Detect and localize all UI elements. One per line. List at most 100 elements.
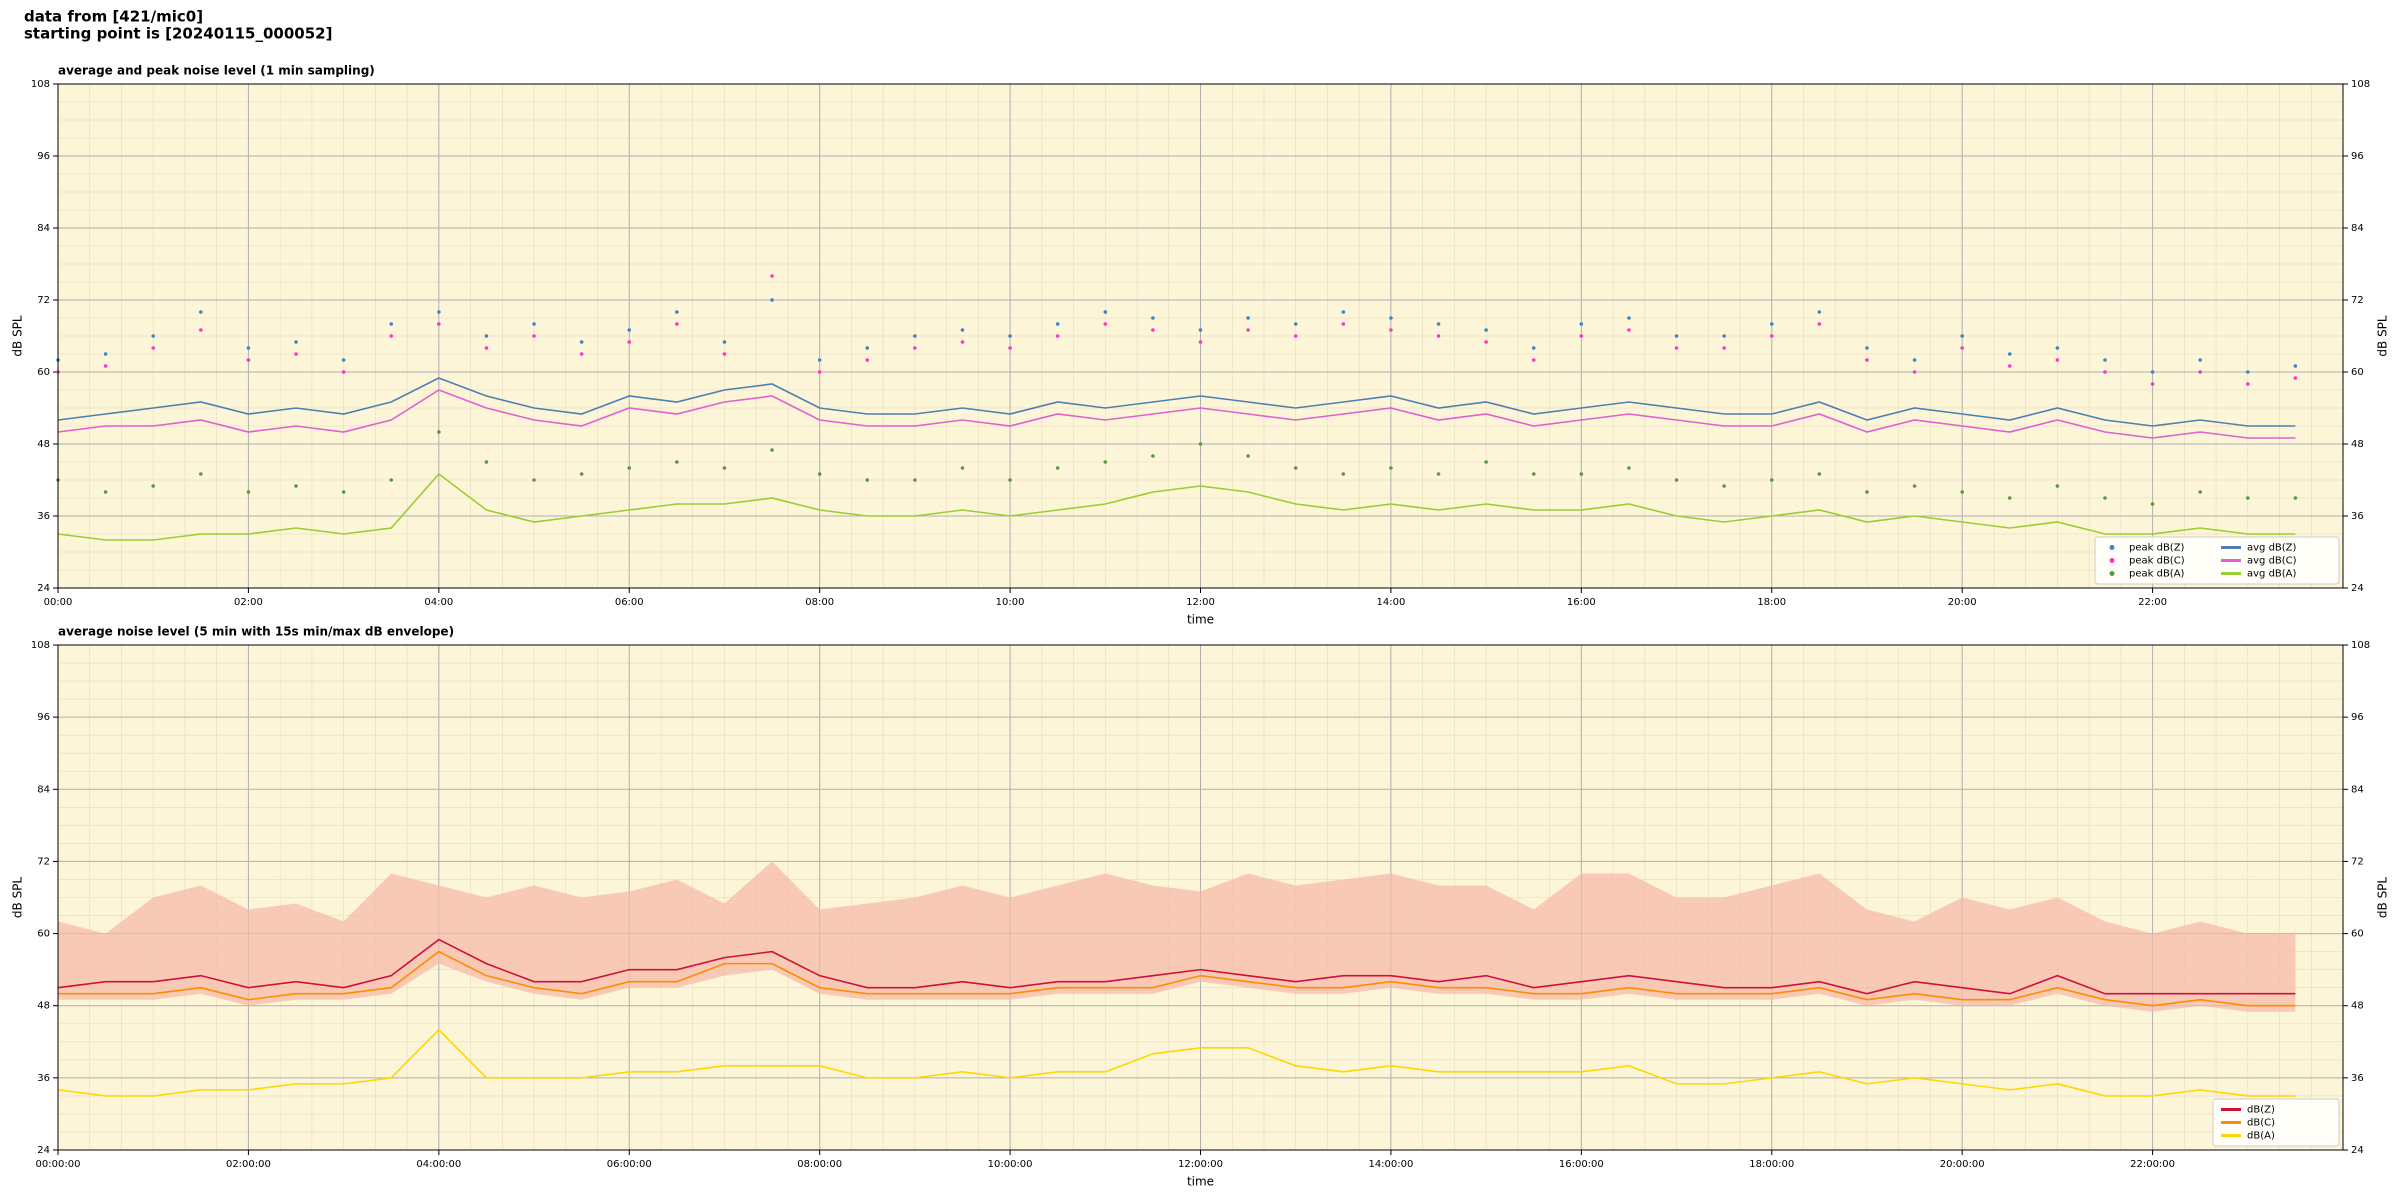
peak-point xyxy=(1151,316,1155,320)
y-axis-label: dB SPL xyxy=(11,315,25,357)
peak-point xyxy=(865,358,870,362)
chart-title: average noise level (5 min with 15s min/… xyxy=(58,625,454,639)
peak-point xyxy=(770,448,774,452)
peak-point xyxy=(151,334,156,338)
peak-point xyxy=(1389,316,1393,320)
peak-point xyxy=(817,358,822,362)
series-line xyxy=(57,938,2296,995)
peak-point xyxy=(2245,370,2250,374)
peak-point xyxy=(1674,334,1679,338)
peak-point xyxy=(103,352,108,356)
peak-point xyxy=(1912,370,1917,374)
peak-point xyxy=(2293,376,2298,380)
peak-point xyxy=(1055,466,1060,470)
peak-point xyxy=(1293,322,1298,326)
y-tick-label: 108 xyxy=(31,79,50,90)
peak-point xyxy=(1484,328,1488,332)
peak-point xyxy=(1627,316,1631,320)
peak-point xyxy=(1722,334,1726,338)
peak-point xyxy=(1912,358,1917,362)
peak-point xyxy=(1865,346,1869,350)
x-axis-label: time xyxy=(1187,613,1214,627)
legend-label: dB(A) xyxy=(2247,1131,2275,1142)
y-tick-label: 96 xyxy=(37,712,50,723)
legend-label: avg dB(A) xyxy=(2247,569,2297,580)
peak-point xyxy=(1484,340,1488,344)
header-line: starting point is [20240115_000052] xyxy=(24,25,332,43)
y-tick-label: 60 xyxy=(37,367,50,378)
peak-point xyxy=(437,322,441,326)
y-axis-label: dB SPL xyxy=(11,877,25,919)
x-tick-label: 10:00:00 xyxy=(988,1159,1033,1170)
peak-point xyxy=(294,340,298,344)
y-tick-label: 72 xyxy=(2351,856,2364,867)
peak-point xyxy=(151,346,156,350)
peak-point xyxy=(2103,358,2107,362)
peak-point xyxy=(1769,322,1774,326)
peak-point xyxy=(627,328,632,332)
peak-point xyxy=(1436,472,1441,476)
legend-label: dB(C) xyxy=(2247,1118,2275,1129)
x-tick-label: 16:00:00 xyxy=(1559,1159,1604,1170)
legend-label: avg dB(C) xyxy=(2247,556,2297,567)
x-tick-label: 08:00:00 xyxy=(797,1159,842,1170)
peak-point xyxy=(1293,466,1298,470)
peak-point xyxy=(1722,484,1726,488)
x-tick-label: 20:00 xyxy=(1948,597,1977,608)
peak-point xyxy=(1151,454,1155,458)
x-tick-label: 08:00 xyxy=(805,597,834,608)
peak-point xyxy=(2007,496,2012,500)
envelope-area xyxy=(58,861,2296,1012)
peak-point xyxy=(675,460,679,464)
peak-point xyxy=(2150,382,2155,386)
peak-point xyxy=(1246,316,1250,320)
peak-point xyxy=(817,370,822,374)
y-tick-label: 36 xyxy=(2351,1073,2364,1084)
peak-point xyxy=(1769,478,1774,482)
y-tick-label: 48 xyxy=(37,1001,50,1012)
legend: peak dB(Z) peak dB(C) peak dB(A) avg dB(Z) a… xyxy=(2094,536,2340,585)
peak-point xyxy=(246,346,251,350)
peak-point xyxy=(1103,322,1108,326)
y-tick-label: 108 xyxy=(2351,79,2370,90)
peak-point xyxy=(532,334,536,338)
peak-point xyxy=(1436,322,1441,326)
plot-frame xyxy=(57,644,2344,1151)
peak-point xyxy=(1865,490,1869,494)
y-tick-label: 84 xyxy=(2351,784,2364,795)
peak-point xyxy=(389,322,394,326)
peak-point xyxy=(1008,334,1012,338)
x-tick-label: 22:00:00 xyxy=(2130,1159,2175,1170)
peak-point xyxy=(1817,322,1822,326)
peak-point xyxy=(1293,334,1298,338)
legend-label: peak dB(C) xyxy=(2129,556,2185,567)
peak-point xyxy=(484,334,489,338)
peak-point xyxy=(2293,496,2298,500)
peak-point xyxy=(103,364,108,368)
peak-point xyxy=(1484,460,1488,464)
x-tick-label: 12:00:00 xyxy=(1178,1159,1223,1170)
x-tick-label: 00:00 xyxy=(44,597,73,608)
peak-point xyxy=(722,340,727,344)
peak-point xyxy=(1341,472,1346,476)
peak-point xyxy=(579,340,584,344)
peak-point xyxy=(722,352,727,356)
y-tick-label: 60 xyxy=(2351,929,2364,940)
peak-point xyxy=(1341,322,1346,326)
peak-point xyxy=(341,490,346,494)
peak-point xyxy=(1246,454,1250,458)
peak-point xyxy=(1531,472,1536,476)
peak-point xyxy=(913,346,917,350)
peak-point xyxy=(1055,334,1060,338)
peak-point xyxy=(579,472,584,476)
peak-point xyxy=(1579,322,1584,326)
peak-point xyxy=(1960,346,1964,350)
y-tick-label: 96 xyxy=(2351,151,2364,162)
peak-point xyxy=(1627,328,1631,332)
peak-point xyxy=(246,490,251,494)
y-tick-label: 72 xyxy=(37,856,50,867)
peak-point xyxy=(913,478,917,482)
peak-point xyxy=(2245,382,2250,386)
peak-point xyxy=(341,370,346,374)
